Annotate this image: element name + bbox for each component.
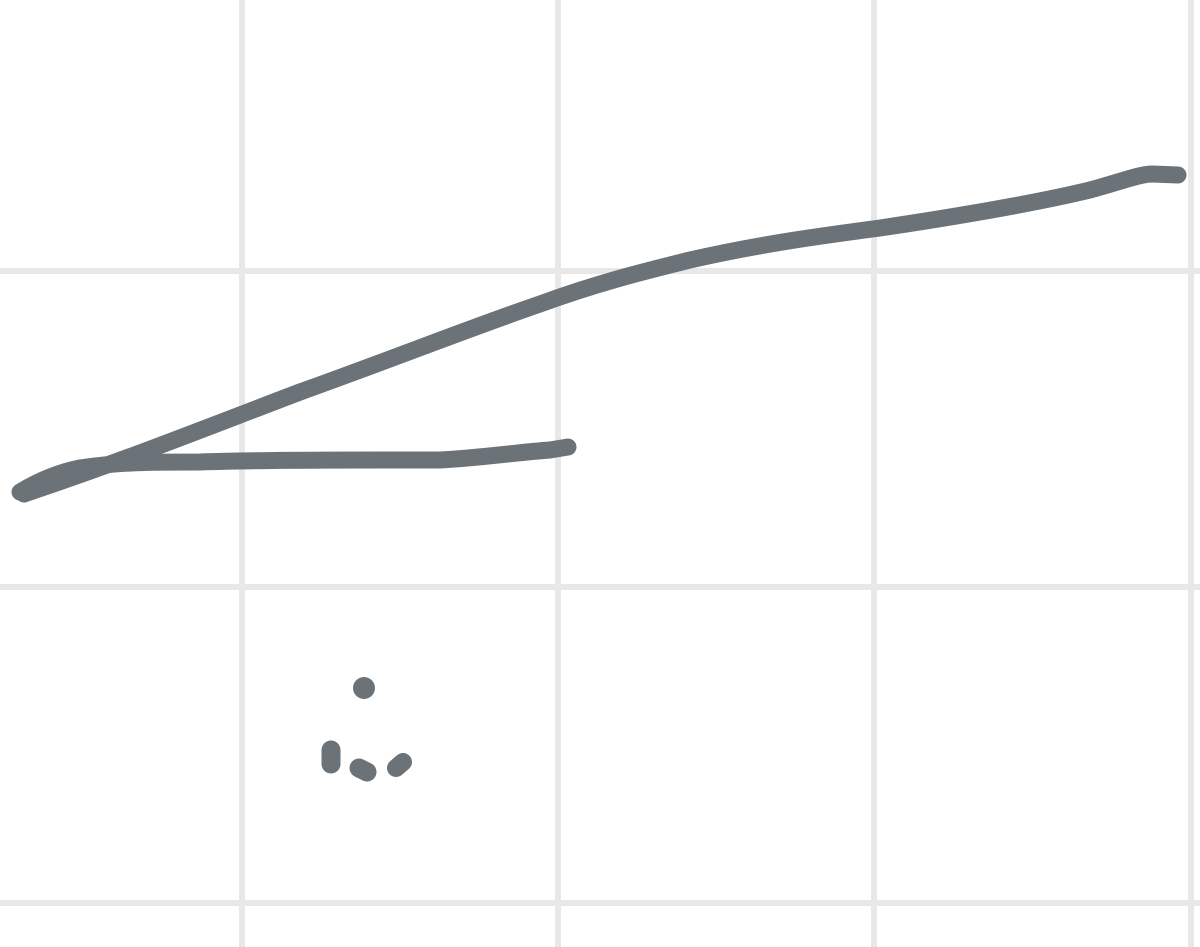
ink-layer[interactable] — [11, 165, 1187, 782]
short-stroke[interactable] — [11, 438, 577, 501]
mark-middle[interactable] — [349, 758, 377, 782]
dot-top[interactable] — [353, 677, 375, 699]
mark-right[interactable] — [387, 753, 412, 777]
long-stroke[interactable] — [15, 165, 1187, 503]
